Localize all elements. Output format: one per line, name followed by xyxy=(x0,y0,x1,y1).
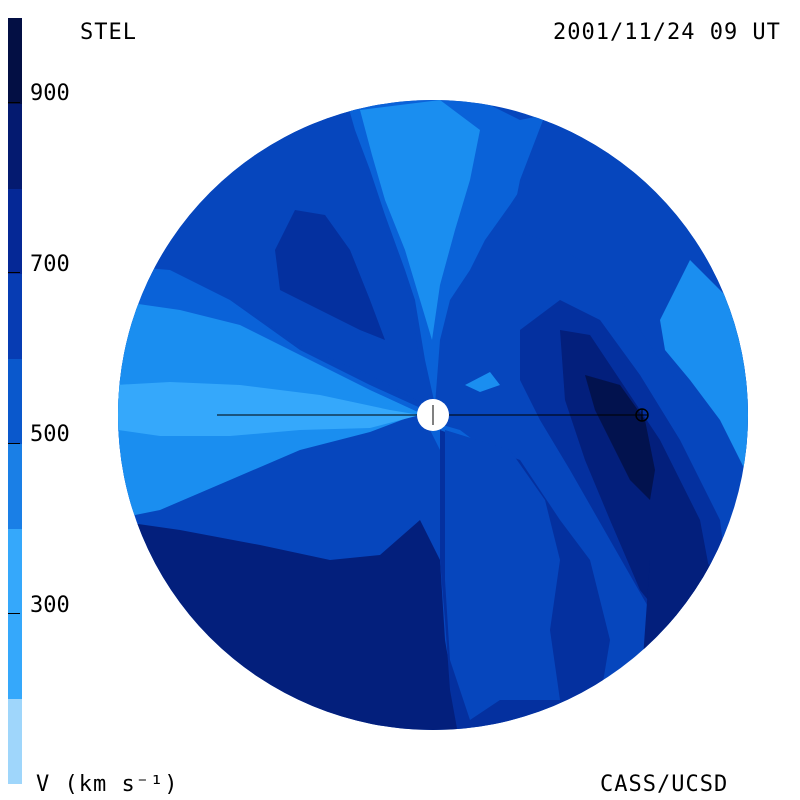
colorbar-segment-1 xyxy=(8,699,22,784)
colorbar-label-700: 700 xyxy=(30,252,70,277)
colorbar-tick-300 xyxy=(8,613,20,614)
colorbar-label-500: 500 xyxy=(30,422,70,447)
velocity-colorbar xyxy=(8,18,22,784)
colorbar-segment-2 xyxy=(8,529,22,699)
map-region-lower-left xyxy=(118,520,460,730)
map-region-small-patch xyxy=(465,372,500,392)
colorbar-segment-5 xyxy=(8,274,22,359)
observatory-label: STEL xyxy=(80,20,137,45)
colorbar-segment-3 xyxy=(8,444,22,529)
colorbar-tick-700 xyxy=(8,272,20,273)
map-region-lower-right-bay xyxy=(445,430,560,720)
colorbar-label-900: 900 xyxy=(30,81,70,106)
map-region-upper-left-core xyxy=(275,210,385,340)
units-label: V (km s⁻¹) xyxy=(36,772,179,797)
colorbar-segment-7 xyxy=(8,104,22,189)
map-region-right-stream-peak xyxy=(585,375,655,500)
timestamp-label: 2001/11/24 09 UT xyxy=(553,20,781,45)
colorbar-segment-6 xyxy=(8,189,22,274)
colorbar-tick-500 xyxy=(8,443,20,444)
credit-label: CASS/UCSD xyxy=(600,772,729,797)
colorbar-label-300: 300 xyxy=(30,593,70,618)
map-region-upper-center-light xyxy=(360,100,480,340)
colorbar-tick-900 xyxy=(8,102,20,103)
colorbar-segment-8 xyxy=(8,18,22,104)
map-region-left-fastlight xyxy=(118,382,420,436)
colorbar-segment-4 xyxy=(8,359,22,444)
